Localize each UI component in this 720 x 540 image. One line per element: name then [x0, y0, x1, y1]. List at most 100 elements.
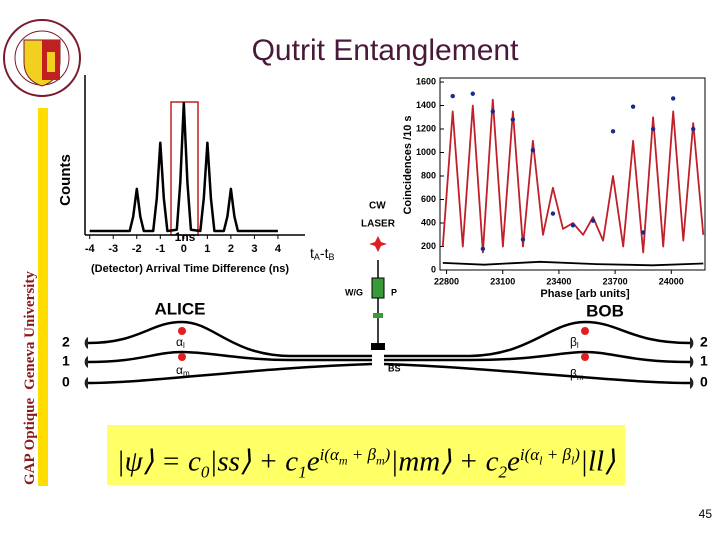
- equation-part: Geneva University: [22, 271, 38, 390]
- equation-part: m: [376, 453, 385, 468]
- equation-part: ): [384, 445, 391, 464]
- equation-part: A: [314, 252, 320, 262]
- equation-part: + β: [347, 445, 376, 464]
- equation-part: m: [338, 453, 348, 468]
- x-tick-label: 0: [181, 243, 187, 255]
- wg-label: W/G: [345, 287, 363, 297]
- port-label: 1: [700, 353, 708, 369]
- laser-label: LASER: [361, 219, 396, 230]
- data-point: [650, 126, 656, 132]
- equation-part: α: [176, 335, 183, 349]
- data-point: [550, 211, 556, 216]
- phase-label: βm: [570, 367, 584, 382]
- slide-title: Qutrit Entanglement: [252, 34, 519, 67]
- equation-part: |mm⟩ + c: [390, 445, 499, 478]
- equation-part: m: [183, 369, 190, 378]
- x-axis-label: Phase [arb units]: [540, 288, 630, 300]
- equation-part: |ss⟩ + c: [209, 445, 299, 478]
- data-point: [570, 223, 576, 228]
- equation-part: + β: [542, 445, 571, 464]
- y-tick-label: 1400: [416, 100, 436, 110]
- x-tick-label: -2: [132, 243, 142, 255]
- x-tick-label: 3: [251, 243, 257, 255]
- x-tick-label: -3: [108, 243, 118, 255]
- equation-part: |ll⟩: [579, 445, 616, 478]
- equation-part: l: [570, 453, 575, 468]
- phase-label: αm: [176, 363, 190, 378]
- equation-part: β: [570, 367, 577, 381]
- equation-part: 2: [498, 462, 507, 482]
- y-tick-label: 1000: [416, 147, 436, 157]
- equation-part: m: [577, 373, 584, 382]
- polarizer: [373, 313, 383, 318]
- y-axis-label: Counts: [57, 154, 74, 206]
- equation-part: |ψ⟩ = c: [116, 445, 201, 478]
- x-tick-label: -4: [85, 243, 96, 255]
- data-point: [510, 117, 516, 122]
- x-tick-label: 4: [275, 243, 282, 255]
- alice-label: ALICE: [155, 299, 206, 318]
- sidebar-bar: [38, 108, 48, 486]
- bs-label: BS: [388, 363, 401, 373]
- equation-part: t: [310, 245, 314, 261]
- equation-part: β: [570, 335, 577, 349]
- y-tick-label: 200: [421, 241, 436, 251]
- y-tick-label: 0: [431, 264, 436, 274]
- equation-part: ): [574, 445, 580, 464]
- data-point: [670, 96, 676, 101]
- page-number: 45: [699, 507, 713, 521]
- equation-part: i(α: [519, 445, 540, 464]
- x-tick-label: 22800: [434, 276, 459, 286]
- data-point: [470, 91, 475, 96]
- plot-frame: [439, 77, 706, 271]
- x-tick-label: 24000: [659, 276, 684, 286]
- data-line: [89, 101, 278, 233]
- sidebar-text: GAP Optique Geneva University: [22, 271, 38, 485]
- data-line: [441, 98, 705, 254]
- data-point: [450, 93, 455, 99]
- equation-part: e: [306, 445, 320, 478]
- data-point: [610, 129, 616, 134]
- port-label: 2: [700, 334, 708, 350]
- y-axis-label: Coincidences /10 s: [402, 115, 414, 214]
- interferometer: [87, 260, 691, 385]
- annotation: 1ns: [175, 230, 196, 244]
- data-point: [520, 237, 526, 242]
- y-tick-label: 400: [421, 217, 436, 227]
- laser-icon: [369, 236, 387, 252]
- data-line: [442, 260, 704, 267]
- port-label: 2: [62, 334, 70, 350]
- data-point: [480, 246, 486, 252]
- data-point: [530, 147, 536, 153]
- bob-label: BOB: [586, 301, 624, 320]
- x-tick-label: 23400: [546, 276, 571, 286]
- data-point: [590, 218, 596, 223]
- x-axis-label: (Detector) Arrival Time Difference (ns): [91, 263, 289, 275]
- x-tick-label: 2: [228, 243, 234, 255]
- port-label: 0: [62, 374, 70, 390]
- waveguide: [371, 277, 385, 299]
- y-tick-label: 1600: [416, 76, 436, 86]
- y-tick-label: 800: [421, 170, 436, 180]
- x-tick-label: 23700: [603, 276, 628, 286]
- data-point: [490, 109, 496, 114]
- equation-part: i(α: [319, 445, 339, 464]
- detectors: [84, 337, 694, 389]
- beam-splitter: [371, 343, 385, 350]
- data-point: [630, 104, 636, 109]
- p-label: P: [391, 287, 397, 297]
- phase-label: αl: [176, 335, 185, 350]
- equation-part: α: [176, 363, 183, 377]
- equation-part: l: [577, 341, 579, 350]
- phase-dots: [178, 327, 589, 361]
- equation-part: l: [183, 341, 185, 350]
- x-tick-label: -1: [155, 243, 165, 255]
- axis-end-label: tA-tB: [310, 245, 334, 263]
- equation-part: 1: [298, 462, 307, 482]
- laser-label: CW: [369, 201, 386, 212]
- port-label: 1: [62, 353, 70, 369]
- equation-part: B: [328, 252, 334, 262]
- data-point: [640, 230, 646, 235]
